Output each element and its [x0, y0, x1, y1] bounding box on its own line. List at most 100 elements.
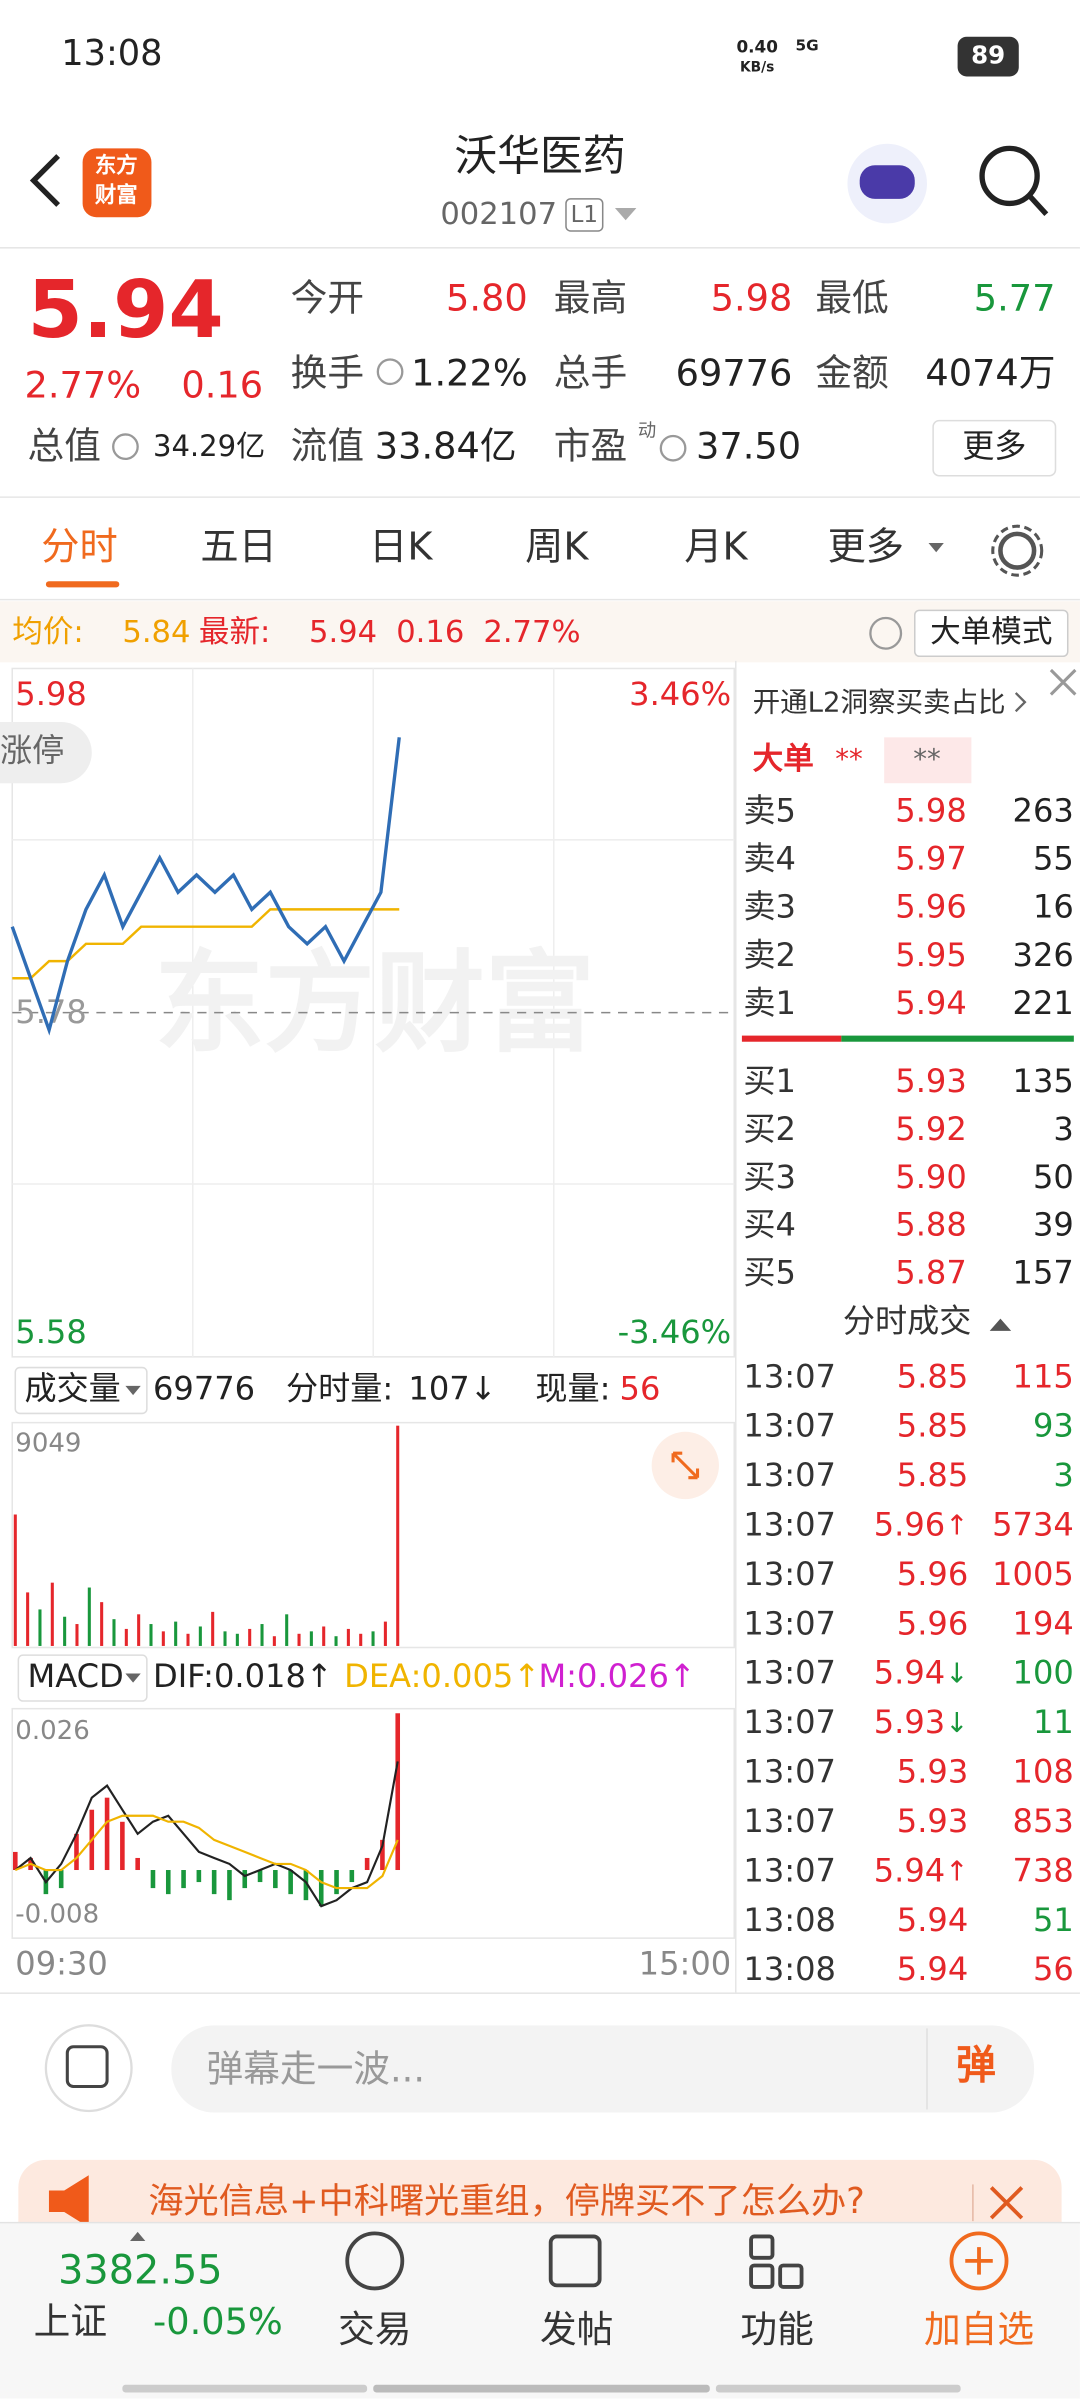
latest-label: 最新:	[199, 615, 270, 650]
stars: **	[913, 743, 941, 775]
volume-bar	[137, 1614, 141, 1646]
tab[interactable]: 分时	[41, 526, 117, 570]
trade-arrow: ↓	[945, 1658, 968, 1690]
volume-bar	[63, 1616, 67, 1646]
trade-time: 13:07	[743, 1505, 836, 1543]
tab-indicator	[45, 581, 120, 588]
more-button[interactable]	[932, 419, 1057, 477]
search-button[interactable]	[979, 145, 1040, 207]
help-icon[interactable]	[869, 616, 903, 650]
more-label: 更多	[962, 427, 1026, 465]
settings-button[interactable]	[998, 531, 1037, 570]
info-icon	[112, 433, 139, 461]
volume-bar	[260, 1624, 264, 1646]
macd-bar	[13, 1851, 18, 1871]
ratio-bar-green	[841, 1035, 1074, 1042]
comment-input[interactable]	[171, 2025, 1035, 2113]
tab[interactable]: 周K	[525, 526, 589, 570]
promo[interactable]: 开通L2洞察买卖占比	[753, 687, 1006, 719]
trade-time: 13:08	[743, 1950, 836, 1988]
change: 0.16	[181, 364, 263, 407]
macd-select[interactable]	[17, 1654, 148, 1702]
volume-label: 成交量	[24, 1369, 120, 1407]
comment-icon[interactable]	[44, 2024, 133, 2113]
trade-volume: 56	[1033, 1950, 1074, 1988]
trade-price-value: 5.96	[897, 1555, 969, 1593]
current-volume: 56	[620, 1369, 661, 1407]
book-label: 买1	[743, 1062, 796, 1100]
stars: **	[835, 743, 863, 775]
promo-close[interactable]	[1049, 668, 1077, 696]
trade-arrow: ↑	[945, 1509, 968, 1541]
trade-arrow: ↑	[945, 1855, 968, 1887]
stock-name: 沃华医药	[454, 132, 625, 182]
nav-label[interactable]: 加自选	[924, 2308, 1034, 2351]
trade-price: 5.96	[897, 1604, 969, 1642]
level-box	[565, 198, 604, 232]
stat-label: 市盈	[554, 425, 627, 468]
danmu-button[interactable]: 弹	[956, 2043, 996, 2089]
watermark: 东方财富	[155, 939, 596, 1067]
expand-icon	[671, 1451, 700, 1480]
stat-label: 最低	[815, 276, 888, 319]
volume-bar	[383, 1621, 387, 1646]
book-price: 5.94	[895, 984, 967, 1022]
trade-price: 5.93	[897, 1802, 969, 1840]
nav-icon[interactable]	[345, 2231, 405, 2291]
ad-close[interactable]	[989, 2186, 1024, 2220]
nav-icon[interactable]	[949, 2231, 1009, 2291]
settings-gear	[991, 524, 1044, 577]
stat-label: 最高	[554, 276, 627, 319]
trades-title: 分时成交	[843, 1302, 971, 1340]
x-tick-label: 09:30	[15, 1945, 108, 1983]
dea-label: DEA:0.005↑	[344, 1657, 540, 1695]
book-volume: 135	[1013, 1062, 1074, 1100]
volume-bar	[38, 1609, 42, 1646]
tab[interactable]: 五日	[200, 526, 276, 570]
nav-icon-plus	[965, 2247, 993, 2275]
nav-icon[interactable]	[749, 2234, 775, 2260]
macd-bar	[181, 1870, 186, 1889]
trade-volume: 108	[1013, 1753, 1074, 1791]
m-label: M:0.026↑	[538, 1657, 695, 1695]
book-price: 5.93	[895, 1062, 967, 1100]
volume-select[interactable]	[14, 1366, 148, 1415]
volume-bar	[87, 1587, 91, 1646]
stat-label: 换手	[291, 351, 364, 394]
trade-time: 13:07	[743, 1851, 836, 1889]
mode-button[interactable]	[913, 609, 1069, 658]
trade-volume: 853	[1013, 1802, 1074, 1840]
volume-bar	[346, 1628, 350, 1646]
book-label: 买3	[743, 1158, 796, 1196]
volume-bar	[50, 1582, 54, 1646]
latest-value: 5.94	[309, 615, 377, 650]
macd-bar	[349, 1870, 355, 1883]
nav-label[interactable]: 交易	[338, 2308, 411, 2351]
tab[interactable]: 月K	[684, 526, 748, 570]
volume-bar	[248, 1628, 252, 1646]
nav-label[interactable]: 发帖	[540, 2308, 613, 2351]
logo-text: 东方	[95, 153, 138, 179]
macd-bar	[364, 1857, 370, 1871]
macd-bar	[150, 1870, 156, 1889]
volume-bar	[13, 1514, 17, 1646]
trade-time: 13:07	[743, 1753, 836, 1791]
volume-bar	[285, 1614, 289, 1646]
tab[interactable]: 更多	[828, 526, 904, 570]
stat-value: 34.29亿	[153, 429, 265, 463]
trade-price: 5.94	[897, 1901, 969, 1939]
nav-icon[interactable]	[548, 2234, 602, 2288]
trade-price-value: 5.85	[897, 1456, 969, 1494]
mode-label: 大单模式	[930, 615, 1052, 650]
trade-volume: 738	[1013, 1851, 1074, 1889]
stat-label: 今开	[291, 276, 364, 319]
macd-bar	[227, 1870, 232, 1901]
battery	[957, 36, 1019, 77]
logo[interactable]	[82, 148, 152, 218]
comment-placeholder: 弹幕走一波...	[207, 2048, 426, 2091]
tab[interactable]: 日K	[369, 526, 433, 570]
back-button[interactable]	[29, 154, 61, 207]
stat-label: 总手	[554, 351, 627, 394]
nav-label[interactable]: 功能	[740, 2308, 813, 2351]
volume-bar	[75, 1624, 79, 1646]
